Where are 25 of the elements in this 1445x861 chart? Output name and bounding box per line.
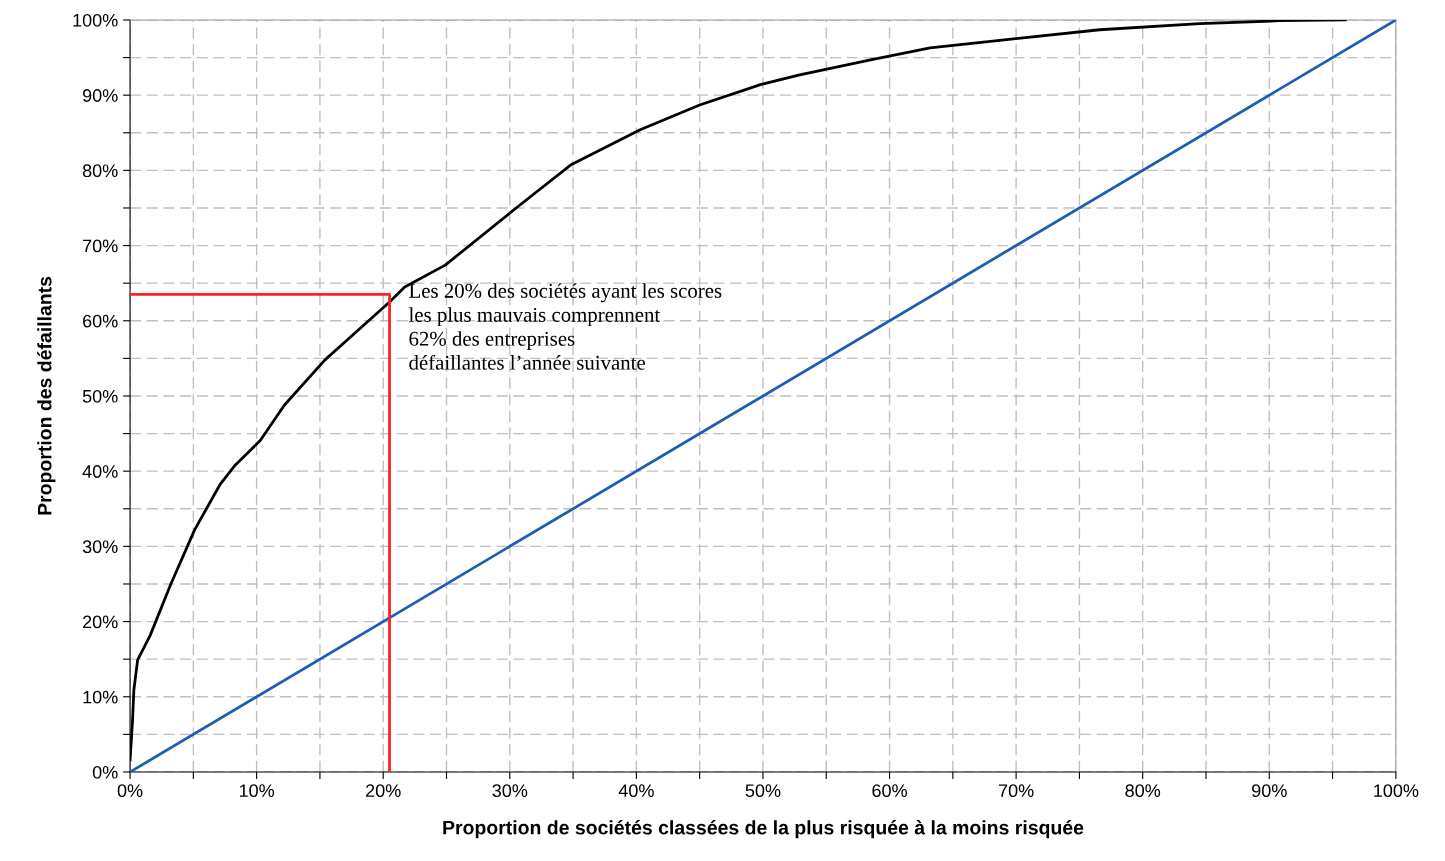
x-tick-label: 80% — [1125, 784, 1161, 798]
y-tick-label: 60% — [83, 314, 118, 328]
x-tick-label: 40% — [618, 784, 654, 798]
x-tick-label: 60% — [872, 784, 907, 798]
y-tick-label: 100% — [73, 13, 118, 27]
x-tick-label: 20% — [366, 784, 401, 798]
y-tick-label: 10% — [83, 690, 118, 704]
y-tick-label: 70% — [83, 239, 118, 253]
x-tick-label: 100% — [1374, 784, 1419, 798]
y-tick-label: 30% — [82, 540, 118, 554]
x-tick-label: 10% — [239, 784, 275, 798]
x-tick-label: 50% — [745, 784, 781, 798]
x-tick-label: 90% — [1252, 784, 1287, 798]
y-tick-label: 50% — [82, 389, 118, 403]
x-tick-label: 0% — [117, 784, 143, 798]
y-tick-label: 20% — [83, 615, 118, 629]
y-tick-label: 90% — [82, 89, 118, 102]
y-axis-title: Proportion des défaillants — [37, 276, 56, 515]
x-tick-label: 30% — [492, 784, 528, 798]
y-tick-label: 0% — [92, 765, 118, 779]
x-axis-title: Proportion de sociétés classées de la plus risquée à la moins risquée — [443, 820, 1084, 839]
x-tick-label: 70% — [998, 784, 1034, 798]
y-tick-label: 80% — [82, 164, 118, 178]
annotation: Les 20% des sociétés ayant les scores les plus mauvais comprennent 62% des entreprises défaillantes l’année suivante — [408, 283, 722, 370]
y-tick-label: 40% — [82, 465, 118, 478]
